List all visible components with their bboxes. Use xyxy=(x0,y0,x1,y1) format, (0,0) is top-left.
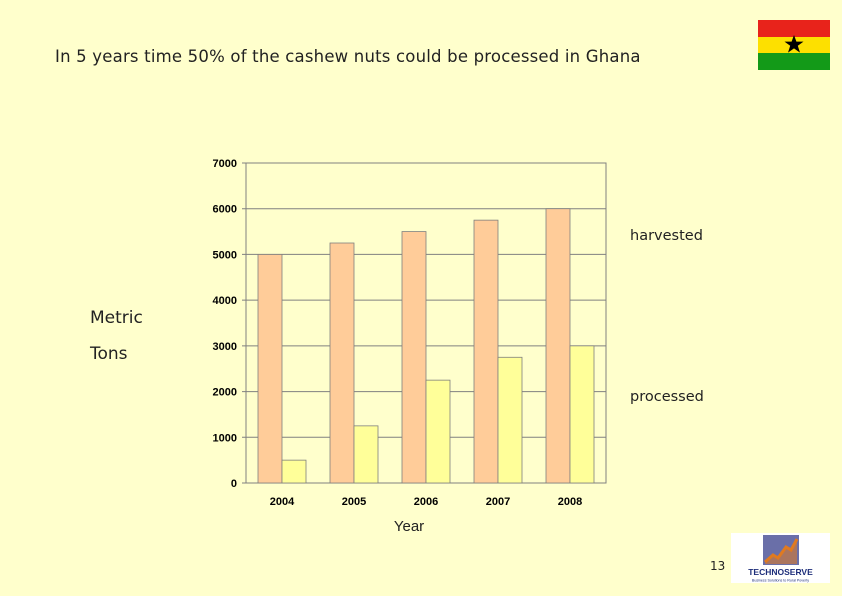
technoserve-logo-icon: TECHNOSERVE Business Solutions to Rural … xyxy=(731,533,830,583)
flag-red-stripe xyxy=(758,20,830,37)
ghana-flag-icon xyxy=(758,20,830,70)
y-tick-label: 6000 xyxy=(213,204,237,216)
bar-processed-2008 xyxy=(569,345,595,484)
x-tick-label: 2004 xyxy=(270,496,295,508)
slide-title: In 5 years time 50% of the cashew nuts c… xyxy=(55,47,641,66)
page-number: 13 xyxy=(710,559,726,573)
bar-harvested-2008 xyxy=(545,208,571,484)
logo-text: TECHNOSERVE xyxy=(748,567,813,577)
processed-label: processed xyxy=(630,389,704,405)
y-tick-label: 3000 xyxy=(213,341,237,353)
flag-green-stripe xyxy=(758,53,830,70)
y-tick-label: 1000 xyxy=(213,432,237,444)
y-tick-label: 0 xyxy=(231,478,237,490)
y-tick-label: 2000 xyxy=(213,387,237,399)
ylabel-tons: Tons xyxy=(90,344,128,364)
harvested-label: harvested xyxy=(630,228,703,244)
bar-processed-2005 xyxy=(353,425,379,484)
bar-processed-2006 xyxy=(425,379,451,484)
logo-graph-line xyxy=(764,538,799,564)
bar-processed-2004 xyxy=(281,459,307,484)
y-tick-label: 5000 xyxy=(213,249,237,261)
star-icon xyxy=(784,35,804,53)
x-tick-label: 2008 xyxy=(558,496,582,508)
ylabel-metric: Metric xyxy=(90,308,143,328)
y-tick-label: 7000 xyxy=(213,158,237,170)
bar-harvested-2004 xyxy=(257,254,283,484)
bar-harvested-2007 xyxy=(473,219,499,484)
bar-harvested-2005 xyxy=(329,242,355,484)
logo-tagline: Business Solutions to Rural Poverty xyxy=(752,579,809,583)
x-tick-label: 2005 xyxy=(342,496,366,508)
bar-harvested-2006 xyxy=(401,231,427,484)
y-tick-label: 4000 xyxy=(213,295,237,307)
bar-processed-2007 xyxy=(497,356,523,484)
x-tick-label: 2006 xyxy=(414,496,438,508)
x-axis-label: Year xyxy=(394,518,424,535)
x-tick-label: 2007 xyxy=(486,496,510,508)
